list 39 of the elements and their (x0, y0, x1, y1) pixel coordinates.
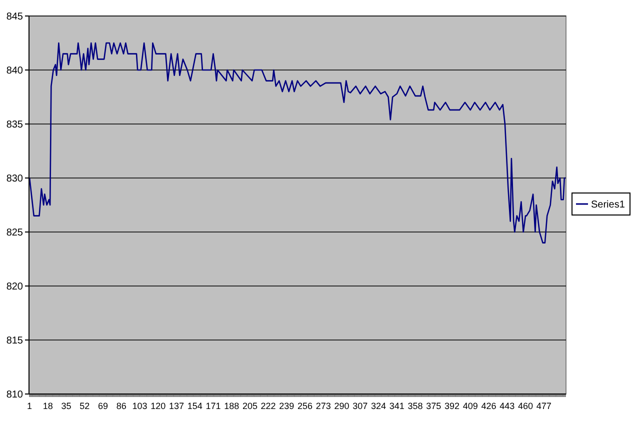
x-tick-label: 103 (132, 401, 148, 411)
x-tick-label: 52 (80, 401, 90, 411)
x-tick-label: 477 (536, 401, 552, 411)
y-tick-label: 815 (6, 336, 24, 346)
x-tick-label: 222 (260, 401, 276, 411)
x-tick-label: 205 (242, 401, 258, 411)
x-tick-label: 18 (42, 401, 53, 411)
x-tick-label: 307 (352, 401, 368, 411)
legend-label: Series1 (591, 200, 626, 210)
x-tick-label: 341 (389, 401, 404, 411)
x-tick-label: 358 (408, 401, 423, 411)
x-tick-label: 35 (61, 401, 72, 411)
x-tick-label: 443 (500, 401, 515, 411)
x-tick-label: 273 (316, 401, 331, 411)
x-tick-label: 154 (187, 401, 202, 411)
x-tick-label: 1 (27, 401, 32, 411)
y-tick-label: 840 (6, 66, 24, 76)
line-series (28, 42, 566, 244)
y-tick-label: 820 (6, 282, 24, 292)
x-tick-label: 239 (279, 401, 294, 411)
x-tick-label: 120 (150, 401, 166, 411)
x-tick-label: 409 (462, 401, 478, 411)
x-tick-label: 256 (298, 401, 313, 411)
x-tick-label: 290 (334, 401, 350, 411)
x-tick-label: 86 (116, 401, 126, 411)
y-tick-label: 830 (6, 174, 24, 184)
y-tick-label: 845 (6, 12, 24, 22)
y-tick-label: 835 (6, 120, 24, 130)
y-tick-label: 825 (6, 228, 24, 238)
x-tick-label: 171 (206, 401, 221, 411)
x-tick-label: 392 (444, 401, 460, 411)
x-tick-label: 460 (518, 401, 533, 411)
x-tick-label: 69 (98, 401, 108, 411)
x-tick-label: 188 (224, 401, 240, 411)
y-tick-label: 810 (6, 390, 24, 400)
x-tick-label: 137 (168, 401, 184, 411)
x-tick-label: 324 (371, 401, 386, 411)
x-tick-label: 375 (426, 401, 442, 411)
x-tick-label: 426 (481, 401, 496, 411)
